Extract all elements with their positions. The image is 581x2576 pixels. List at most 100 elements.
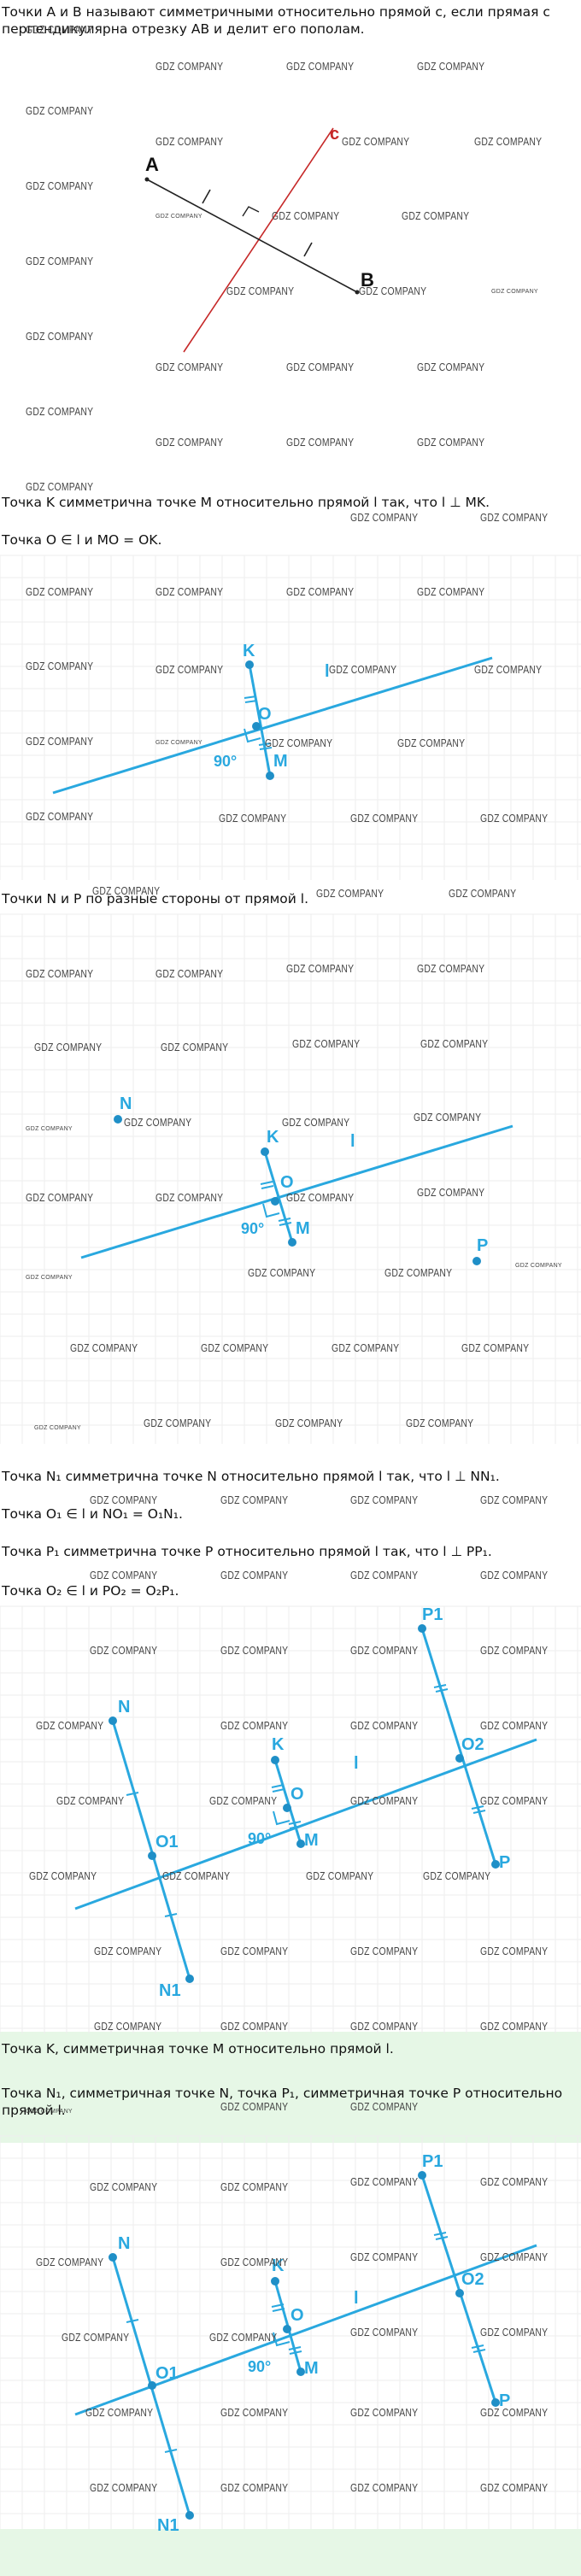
watermark: GDZ COMPANY <box>292 1037 361 1050</box>
watermark: GDZ COMPANY <box>26 810 94 823</box>
tick-mark <box>164 2449 178 2453</box>
watermark: GDZ COMPANY <box>480 2406 549 2419</box>
watermark: GDZ COMPANY <box>282 1116 350 1129</box>
point-n-label: N <box>118 1698 130 1716</box>
watermark: GDZ COMPANY <box>286 60 355 73</box>
step-k-symmetric: Точка K симметрична точке M относительно… <box>2 495 490 510</box>
step-o-on-line: Точка O ∈ l и MO = OK. <box>2 532 162 548</box>
watermark: GDZ COMPANY <box>350 1644 419 1657</box>
right-angle-mark <box>244 728 261 743</box>
tick-mark <box>244 700 258 703</box>
watermark: GDZ COMPANY <box>406 1417 474 1429</box>
right-angle-mark <box>273 1810 290 1826</box>
point-k-label: K <box>272 2256 285 2275</box>
watermark: GDZ COMPANY <box>92 884 161 897</box>
line-l-label: l <box>325 662 330 681</box>
point-m-dot <box>296 1840 305 1848</box>
point-p1-label: P1 <box>422 2152 443 2171</box>
angle-label: 90° <box>248 1830 271 1847</box>
segment-pp1 <box>420 1628 497 1865</box>
watermark: GDZ COMPANY <box>480 812 549 824</box>
watermark: GDZ COMPANY <box>94 1945 162 1957</box>
point-n-dot <box>109 2253 117 2262</box>
watermark: GDZ COMPANY <box>286 585 355 598</box>
grid <box>0 1605 581 2033</box>
watermark: GDZ COMPANY <box>332 1341 400 1354</box>
point-n-label: N <box>120 1094 132 1113</box>
point-k-dot <box>261 1147 269 1156</box>
watermark: GDZ COMPANY <box>156 60 224 73</box>
watermark: GDZ COMPANY <box>350 1493 419 1506</box>
point-p-label: P <box>499 2391 510 2410</box>
watermark: GDZ COMPANY <box>350 2406 419 2419</box>
watermark: GDZ COMPANY <box>156 967 224 980</box>
watermark: GDZ COMPANY <box>350 2481 419 2494</box>
watermark: GDZ COMPANY <box>219 812 287 824</box>
watermark: GDZ COMPANY <box>480 2326 549 2338</box>
watermark: GDZ COMPANY <box>226 285 295 297</box>
point-o-dot <box>283 1804 291 1812</box>
tick-mark <box>279 1222 292 1226</box>
tick-mark <box>278 1218 291 1222</box>
watermark: GDZ COMPANY <box>480 2250 549 2263</box>
point-o-label: O <box>280 1173 294 1192</box>
watermark: GDZ COMPANY <box>286 436 355 449</box>
watermark: GDZ COMPANY <box>272 209 340 222</box>
watermark: GDZ COMPANY <box>480 511 549 524</box>
answer-n1-p1: Точка N₁, симметричная точке N, точка P₁… <box>2 2086 563 2118</box>
point-k-dot <box>271 2277 279 2286</box>
point-o-dot <box>252 722 261 731</box>
point-o-dot <box>271 1197 279 1206</box>
watermark: GDZ COMPANY <box>220 1569 289 1581</box>
watermark: GDZ COMPANY <box>70 1341 138 1354</box>
segment-pp1 <box>420 2174 497 2403</box>
step-o2-on-line: Точка O₂ ∈ l и PO₂ = O₂P₁. <box>2 1583 179 1599</box>
tick-mark <box>288 1821 302 1825</box>
point-o2-label: O2 <box>461 1735 484 1754</box>
line-c-label: c <box>330 125 339 144</box>
watermark: GDZ COMPANY <box>56 1794 125 1807</box>
watermark: GDZ COMPANY <box>90 1644 158 1657</box>
watermark: GDZ COMPANY <box>161 1041 229 1053</box>
point-o-label: O <box>290 1785 304 1804</box>
point-k-label: K <box>243 642 255 660</box>
watermark: GDZ COMPANY <box>156 663 224 676</box>
tick-mark <box>303 242 313 257</box>
watermark: GDZ COMPANY <box>26 2109 73 2115</box>
point-p1-dot <box>418 2171 426 2180</box>
tick-mark <box>164 1913 178 1917</box>
line-l <box>74 1738 537 1910</box>
watermark: GDZ COMPANY <box>417 361 485 373</box>
tick-mark <box>202 189 211 204</box>
watermark: GDZ COMPANY <box>26 1275 73 1281</box>
watermark: GDZ COMPANY <box>220 2020 289 2033</box>
point-o1-dot <box>148 2381 156 2390</box>
segment-ab <box>146 179 358 293</box>
point-k-label: K <box>267 1128 279 1147</box>
watermark: GDZ COMPANY <box>209 2331 278 2344</box>
point-n1-dot <box>185 2511 194 2520</box>
watermark: GDZ COMPANY <box>423 1869 491 1882</box>
highlight-block-2 <box>0 2529 581 2576</box>
watermark: GDZ COMPANY <box>480 1719 549 1732</box>
point-m-label: M <box>273 752 288 771</box>
step-p1-symmetric: Точка P₁ симметрична точке P относительн… <box>2 1544 492 1559</box>
tick-mark <box>435 1688 449 1693</box>
watermark: GDZ COMPANY <box>26 1126 73 1132</box>
watermark: GDZ COMPANY <box>26 23 94 36</box>
watermark: GDZ COMPANY <box>144 1417 212 1429</box>
watermark: GDZ COMPANY <box>480 1794 549 1807</box>
watermark: GDZ COMPANY <box>384 1266 453 1279</box>
tick-mark <box>126 1792 139 1796</box>
watermark: GDZ COMPANY <box>275 1417 343 1429</box>
watermark: GDZ COMPANY <box>480 1945 549 1957</box>
watermark: GDZ COMPANY <box>350 1945 419 1957</box>
watermark: GDZ COMPANY <box>461 1341 530 1354</box>
watermark: GDZ COMPANY <box>480 2020 549 2033</box>
watermark: GDZ COMPANY <box>156 1191 224 1204</box>
grid <box>0 2135 581 2529</box>
watermark: GDZ COMPANY <box>491 289 538 295</box>
watermark: GDZ COMPANY <box>480 2175 549 2188</box>
tick-mark <box>471 2344 484 2349</box>
point-k-label: K <box>272 1735 285 1754</box>
